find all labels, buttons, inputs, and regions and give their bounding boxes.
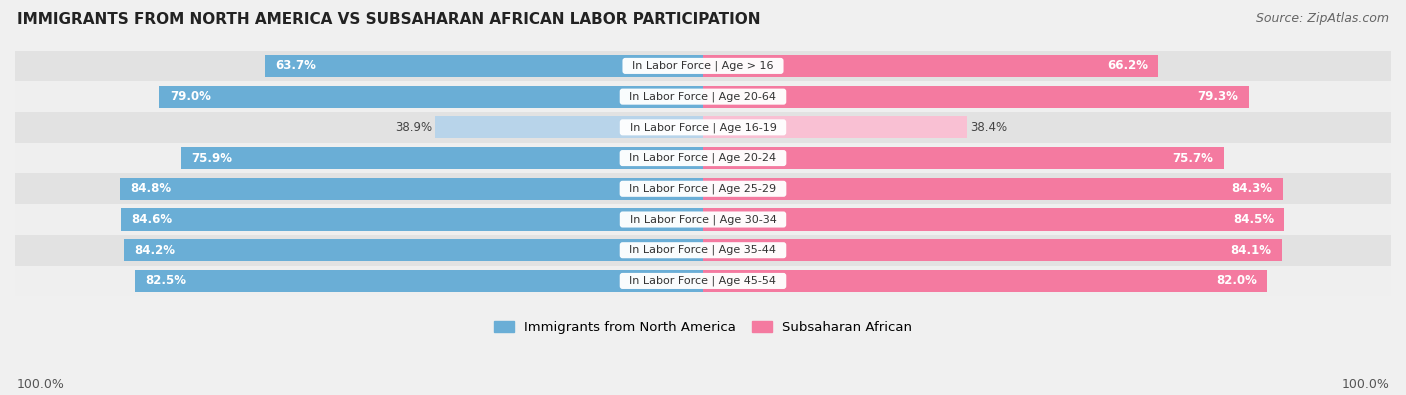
Text: 84.1%: 84.1% [1230, 244, 1271, 257]
Text: 79.0%: 79.0% [170, 90, 211, 103]
Bar [703, 116, 967, 138]
Text: 84.8%: 84.8% [129, 182, 172, 195]
Bar [703, 55, 1159, 77]
Bar [264, 55, 703, 77]
Bar [0, 112, 1406, 143]
Text: 84.3%: 84.3% [1232, 182, 1272, 195]
Text: 84.6%: 84.6% [131, 213, 173, 226]
Text: 66.2%: 66.2% [1107, 59, 1149, 72]
Bar [181, 147, 703, 169]
Text: 84.5%: 84.5% [1233, 213, 1274, 226]
Text: 75.9%: 75.9% [191, 152, 232, 165]
Text: 82.0%: 82.0% [1216, 275, 1257, 288]
Bar [0, 235, 1406, 265]
Text: 100.0%: 100.0% [17, 378, 65, 391]
Text: In Labor Force | Age 20-64: In Labor Force | Age 20-64 [623, 91, 783, 102]
Text: IMMIGRANTS FROM NORTH AMERICA VS SUBSAHARAN AFRICAN LABOR PARTICIPATION: IMMIGRANTS FROM NORTH AMERICA VS SUBSAHA… [17, 12, 761, 27]
Bar [703, 86, 1249, 108]
Text: 100.0%: 100.0% [1341, 378, 1389, 391]
Bar [124, 239, 703, 261]
Bar [121, 209, 703, 231]
Text: 82.5%: 82.5% [146, 275, 187, 288]
Text: 79.3%: 79.3% [1198, 90, 1239, 103]
Bar [703, 209, 1284, 231]
Bar [120, 178, 703, 200]
Bar [0, 204, 1406, 235]
Text: In Labor Force | Age 20-24: In Labor Force | Age 20-24 [623, 153, 783, 163]
Bar [0, 51, 1406, 81]
Text: In Labor Force | Age > 16: In Labor Force | Age > 16 [626, 61, 780, 71]
Text: 84.2%: 84.2% [134, 244, 174, 257]
Text: Source: ZipAtlas.com: Source: ZipAtlas.com [1256, 12, 1389, 25]
Text: In Labor Force | Age 30-34: In Labor Force | Age 30-34 [623, 214, 783, 225]
Bar [0, 265, 1406, 296]
Text: In Labor Force | Age 35-44: In Labor Force | Age 35-44 [623, 245, 783, 256]
Bar [436, 116, 703, 138]
Legend: Immigrants from North America, Subsaharan African: Immigrants from North America, Subsahara… [494, 321, 912, 334]
Bar [0, 143, 1406, 173]
Text: 38.9%: 38.9% [395, 121, 432, 134]
Text: 63.7%: 63.7% [276, 59, 316, 72]
Bar [703, 147, 1223, 169]
Bar [703, 178, 1284, 200]
Text: 38.4%: 38.4% [970, 121, 1008, 134]
Bar [135, 270, 703, 292]
Text: In Labor Force | Age 25-29: In Labor Force | Age 25-29 [623, 184, 783, 194]
Text: In Labor Force | Age 16-19: In Labor Force | Age 16-19 [623, 122, 783, 133]
Text: 75.7%: 75.7% [1173, 152, 1213, 165]
Bar [0, 173, 1406, 204]
Text: In Labor Force | Age 45-54: In Labor Force | Age 45-54 [623, 276, 783, 286]
Bar [159, 86, 703, 108]
Bar [703, 239, 1282, 261]
Bar [0, 81, 1406, 112]
Bar [703, 270, 1267, 292]
